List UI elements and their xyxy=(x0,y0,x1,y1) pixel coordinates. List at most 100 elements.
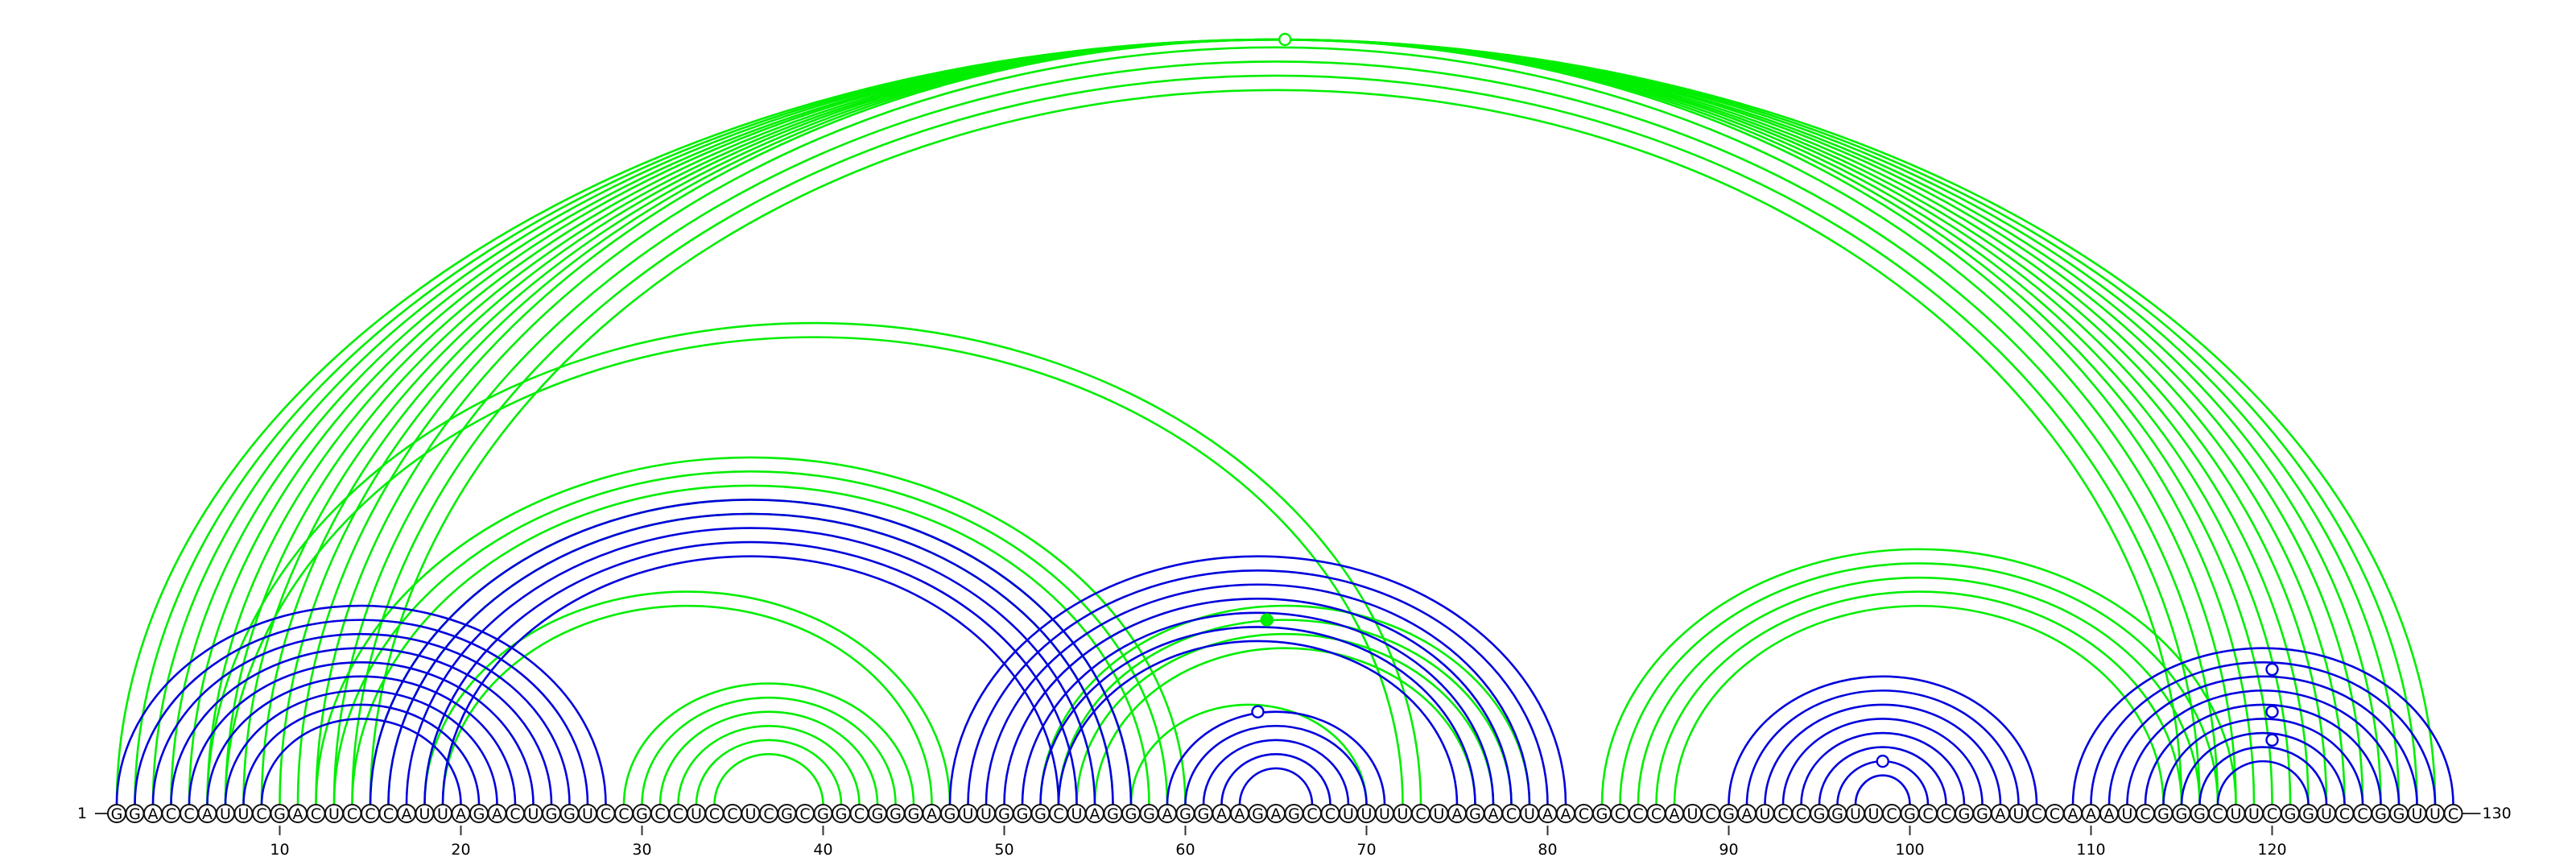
nucleotide-94: C xyxy=(1791,804,1811,823)
nucleotide-107: C xyxy=(2027,804,2046,823)
nucleotide-87: A xyxy=(1665,804,1684,823)
nucleotide-27: U xyxy=(578,804,597,823)
nucleotide-123: U xyxy=(2317,804,2336,823)
green-arc-32-42 xyxy=(677,724,861,805)
svg-text:U: U xyxy=(1850,805,1861,823)
nucleotide-22: A xyxy=(487,804,507,823)
nucleotide-6: A xyxy=(197,804,217,823)
svg-text:C: C xyxy=(1633,805,1643,823)
nucleotide-116: G xyxy=(2190,804,2210,823)
green-arc-84-117 xyxy=(1619,562,2219,805)
green-arc-4-126 xyxy=(170,38,2382,805)
svg-text:G: G xyxy=(473,805,485,823)
nucleotide-68: C xyxy=(1320,804,1340,823)
nucleotide-91: A xyxy=(1737,804,1757,823)
nucleotide-100: G xyxy=(1900,804,1920,823)
nucleotide-118: U xyxy=(2226,804,2246,823)
blue-arc-110-129 xyxy=(2090,660,2437,805)
arc-marker-1 xyxy=(1260,613,1274,627)
svg-text:U: U xyxy=(2122,805,2133,823)
arc-marker-0 xyxy=(1278,32,1292,47)
position-ticks: 10 20 30 40 50 60 70 80 90 100 110 120 xyxy=(270,826,2287,857)
svg-text:G: G xyxy=(1469,805,1481,823)
sequence-end-label: 130 xyxy=(2483,805,2512,822)
green-arc-7-72 xyxy=(224,336,1404,805)
nucleotide-110: A xyxy=(2081,804,2101,823)
svg-text:A: A xyxy=(492,805,502,823)
blue-arc-59-71 xyxy=(1166,710,1386,805)
svg-text:G: G xyxy=(1723,805,1735,823)
green-arc-19-46 xyxy=(441,604,933,805)
blue-arc-112-127 xyxy=(2126,689,2401,805)
nucleotide-115: G xyxy=(2172,804,2191,823)
green-arc-13-117 xyxy=(332,60,2219,805)
nucleotide-78: C xyxy=(1501,804,1521,823)
nucleotide-54: U xyxy=(1067,804,1087,823)
svg-text:A: A xyxy=(2086,805,2096,823)
nucleotide-128: U xyxy=(2407,804,2427,823)
svg-text:A: A xyxy=(1742,805,1752,823)
svg-text:C: C xyxy=(763,805,774,823)
nucleotide-99: C xyxy=(1882,804,1901,823)
nucleotide-53: C xyxy=(1049,804,1068,823)
svg-text:U: U xyxy=(1434,805,1445,823)
svg-text:U: U xyxy=(582,805,593,823)
nucleotide-106: U xyxy=(2008,804,2029,823)
nucleotide-109: A xyxy=(2063,804,2083,823)
svg-text:G: G xyxy=(890,805,902,823)
arc-marker-4 xyxy=(2265,705,2279,718)
arcs-layer xyxy=(115,38,2454,805)
nucleotide-117: C xyxy=(2208,804,2227,823)
svg-text:U: U xyxy=(1379,805,1390,823)
nucleotide-83: G xyxy=(1592,804,1612,823)
blue-arc-91-106 xyxy=(1745,689,2020,805)
svg-text:A: A xyxy=(1996,805,2006,823)
green-arc-10-120 xyxy=(279,38,2273,805)
svg-text:G: G xyxy=(1107,805,1119,823)
blue-arc-111-128 xyxy=(2107,675,2418,805)
svg-text:G: G xyxy=(908,805,920,823)
svg-text:G: G xyxy=(274,805,286,823)
svg-text:C: C xyxy=(2212,805,2223,823)
nucleotide-112: U xyxy=(2117,804,2137,823)
nucleotide-59: A xyxy=(1158,804,1177,823)
nucleotide-77: A xyxy=(1484,804,1503,823)
blue-arc-50-78 xyxy=(1003,598,1513,805)
blue-arc-49-79 xyxy=(985,583,1531,805)
nucleotide-114: G xyxy=(2153,804,2174,823)
nucleotide-102: C xyxy=(1936,804,1956,823)
blue-arc-95-102 xyxy=(1818,746,1947,805)
svg-text:C: C xyxy=(1922,805,1933,823)
svg-text:C: C xyxy=(2140,805,2150,823)
nucleotide-105: A xyxy=(1991,804,2010,823)
svg-text:G: G xyxy=(1252,805,1264,823)
blue-arc-3-26 xyxy=(151,632,571,805)
svg-text:U: U xyxy=(1524,805,1535,823)
nucleotide-8: U xyxy=(233,804,254,823)
svg-text:C: C xyxy=(510,805,520,823)
nucleotide-16: C xyxy=(378,804,398,823)
svg-text:A: A xyxy=(1235,805,1245,823)
nucleotide-89: C xyxy=(1701,804,1720,823)
nucleotide-101: C xyxy=(1918,804,1938,823)
svg-text:C: C xyxy=(709,805,720,823)
svg-text:G: G xyxy=(817,805,829,823)
blue-arc-90-107 xyxy=(1728,675,2038,805)
svg-text:A: A xyxy=(1452,805,1463,823)
svg-text:A: A xyxy=(202,805,213,823)
nucleotide-50: G xyxy=(994,804,1014,823)
svg-text:U: U xyxy=(2429,805,2441,823)
nucleotide-122: G xyxy=(2298,804,2318,823)
nucleotide-41: G xyxy=(832,804,851,823)
svg-text:U: U xyxy=(419,805,431,823)
blue-arc-92-105 xyxy=(1764,703,2002,805)
green-arc-6-124 xyxy=(206,38,2346,805)
green-arc-86-115 xyxy=(1655,590,2183,805)
nucleotide-33: U xyxy=(687,804,706,823)
svg-text:A: A xyxy=(456,805,466,823)
blue-arc-60-70 xyxy=(1184,724,1368,805)
nucleotide-82: C xyxy=(1574,804,1594,823)
green-arc-30-44 xyxy=(641,696,897,805)
nucleotide-103: G xyxy=(1955,804,1974,823)
